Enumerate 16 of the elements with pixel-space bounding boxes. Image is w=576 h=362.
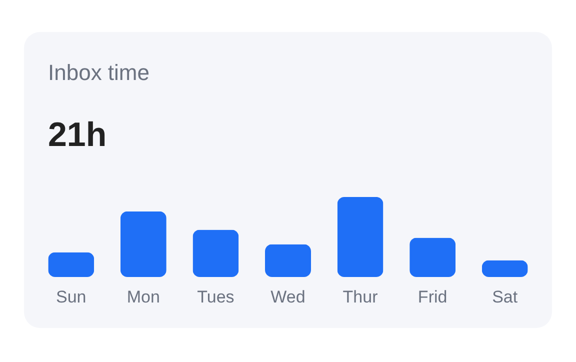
bar <box>48 252 94 277</box>
bar <box>337 197 384 277</box>
x-tick-label: Mon <box>126 288 160 306</box>
bar <box>410 238 456 277</box>
chart-title: Inbox time <box>48 60 150 85</box>
x-tick-label: Sat <box>492 288 518 306</box>
bar <box>482 260 528 277</box>
bar <box>265 244 311 277</box>
bar <box>120 211 166 277</box>
x-tick-label: Frid <box>418 288 448 306</box>
chart-subtitle: 21h <box>48 116 107 154</box>
x-tick-label: Tues <box>197 288 234 306</box>
x-tick-label: Sun <box>56 288 86 306</box>
bar <box>192 230 239 277</box>
x-tick-label: Wed <box>270 288 306 306</box>
x-tick-label: Thur <box>342 288 378 306</box>
